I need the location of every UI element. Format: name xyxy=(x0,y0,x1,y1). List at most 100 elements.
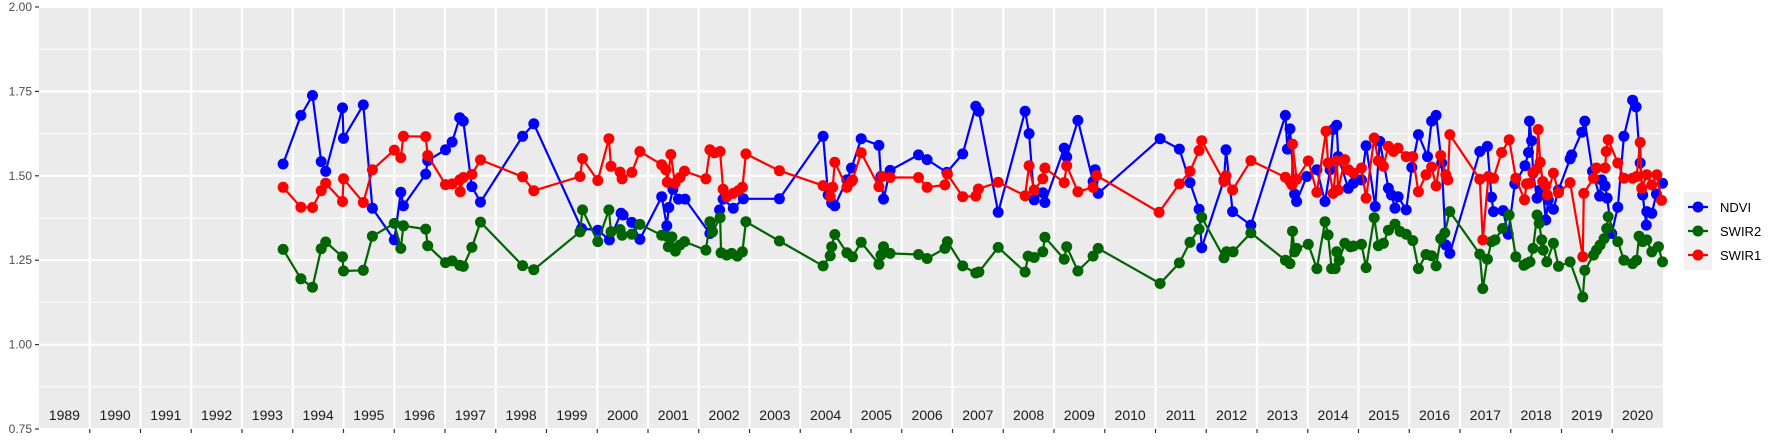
swir1-point xyxy=(1553,187,1564,199)
swir2-point xyxy=(921,253,933,264)
swir2-point xyxy=(1553,260,1564,272)
swir2-point xyxy=(366,230,378,242)
grid-lines xyxy=(39,6,1663,430)
ndvi-point xyxy=(1488,206,1499,218)
ndvi-point xyxy=(307,90,318,101)
year-label: 2009 xyxy=(1064,407,1095,423)
swir2-point xyxy=(277,243,289,255)
swir1-point xyxy=(1356,162,1367,174)
swir2-point xyxy=(773,235,785,247)
ndvi-point xyxy=(420,168,432,180)
swir1-point xyxy=(1510,172,1522,184)
legend-label: SWIR1 xyxy=(1720,248,1761,263)
swir2-point xyxy=(475,216,486,228)
swir1-point xyxy=(1578,187,1590,199)
swir2-point xyxy=(1184,236,1196,248)
ndvi-point xyxy=(1028,194,1040,206)
year-label: 2001 xyxy=(658,407,689,423)
swir1-point xyxy=(847,174,858,186)
swir2-point xyxy=(700,244,712,256)
swir2-point xyxy=(1193,223,1205,235)
ndvi-point xyxy=(1301,171,1313,182)
swir1-point xyxy=(1087,181,1099,193)
swir2-point xyxy=(1019,266,1031,278)
year-label: 1997 xyxy=(455,407,486,423)
year-label: 2019 xyxy=(1571,407,1602,423)
swir1-point xyxy=(827,181,839,193)
swir2-point xyxy=(707,226,718,238)
swir1-point xyxy=(957,191,969,203)
swir1-point xyxy=(1227,184,1239,196)
swir1-point xyxy=(1524,177,1536,189)
swir1-point xyxy=(388,144,400,156)
swir1-point xyxy=(1173,178,1185,190)
swir2-point xyxy=(1577,291,1589,303)
swir2-point xyxy=(1037,246,1049,258)
swir2-point xyxy=(878,241,889,253)
y-tick-label: 2.00 xyxy=(9,0,33,14)
ndvi-point xyxy=(337,102,348,114)
ndvi-point xyxy=(1640,219,1652,231)
year-label: 2000 xyxy=(607,407,638,423)
swir2-point xyxy=(1612,236,1624,248)
ndvi-point xyxy=(1618,130,1630,142)
ndvi-point xyxy=(1389,202,1401,214)
legend-label: SWIR2 xyxy=(1720,224,1761,239)
swir1-point xyxy=(1547,167,1559,179)
ndvi-point xyxy=(1284,123,1296,135)
swir2-point xyxy=(817,260,829,272)
ndvi-point xyxy=(1058,142,1070,154)
swir1-point xyxy=(528,185,540,197)
swir1-point xyxy=(1641,169,1653,181)
swir1-point xyxy=(1532,124,1544,135)
ndvi-point xyxy=(1547,203,1559,215)
swir2-point xyxy=(1412,263,1424,275)
swir2-point xyxy=(466,241,478,253)
swir2-point xyxy=(704,216,716,228)
ndvi-point xyxy=(1444,247,1456,259)
swir1-point xyxy=(1588,172,1599,184)
swir1-point xyxy=(1019,190,1031,202)
swir1-point xyxy=(829,156,841,168)
swir2-point xyxy=(1154,278,1166,289)
year-label: 1992 xyxy=(201,407,232,423)
swir2-point xyxy=(957,260,969,272)
swir1-point xyxy=(1220,170,1232,182)
swir2-point xyxy=(829,229,841,240)
swir2-point xyxy=(1531,209,1543,221)
swir1-point xyxy=(665,149,677,160)
swir1-point xyxy=(824,191,836,203)
legend-point-icon xyxy=(1692,225,1704,237)
swir2-point xyxy=(1319,216,1331,228)
swir2-point xyxy=(1439,227,1451,239)
swir1-point xyxy=(1392,142,1404,154)
swir2-point xyxy=(1291,242,1303,254)
swir1-point xyxy=(1287,138,1298,150)
swir2-point xyxy=(320,236,332,248)
ndvi-point xyxy=(295,109,307,121)
swir2-point xyxy=(395,242,407,254)
swir1-point xyxy=(1072,186,1084,198)
swir2-point xyxy=(1092,242,1104,254)
swir1-point xyxy=(1631,171,1643,182)
swir1-point xyxy=(1061,160,1073,172)
swir2-point xyxy=(420,223,432,235)
ndvi-point xyxy=(1412,129,1424,141)
ndvi-point xyxy=(855,133,867,145)
y-axis: 0.75 1.00 1.25 1.50 1.75 2.00 xyxy=(9,0,39,436)
swir1-point xyxy=(1656,194,1667,206)
swir2-point xyxy=(1524,256,1536,268)
swir2-point xyxy=(736,246,748,258)
swir2-point xyxy=(1322,229,1334,241)
swir1-point xyxy=(700,173,712,185)
y-tick-label: 1.50 xyxy=(9,169,33,183)
year-label: 1994 xyxy=(303,407,334,423)
ndvi-point xyxy=(1612,201,1624,213)
x-axis-year-labels: 1989 1990 1991 1992 1993 1994 1995 1996 1997 1998… xyxy=(49,407,1653,433)
ndvi-point xyxy=(873,139,885,151)
ndvi-point xyxy=(338,132,349,144)
swir2-point xyxy=(592,236,604,248)
ndvi-point xyxy=(357,99,369,111)
ndvi-point xyxy=(1360,140,1372,152)
swir2-point xyxy=(855,236,867,248)
